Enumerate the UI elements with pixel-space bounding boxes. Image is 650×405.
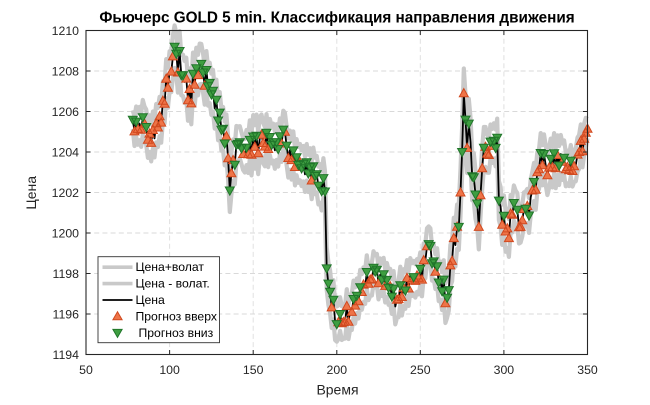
svg-text:150: 150: [243, 363, 264, 377]
svg-text:Цена+волат: Цена+волат: [136, 260, 205, 274]
svg-text:250: 250: [410, 363, 431, 377]
svg-text:Цена: Цена: [23, 176, 39, 210]
svg-text:1202: 1202: [52, 186, 80, 200]
svg-text:Время: Время: [316, 382, 358, 398]
svg-text:50: 50: [79, 363, 93, 377]
svg-text:Цена - волат.: Цена - волат.: [136, 277, 210, 291]
svg-text:100: 100: [159, 363, 180, 377]
svg-text:1200: 1200: [52, 226, 80, 240]
svg-text:Прогноз вниз: Прогноз вниз: [139, 326, 214, 340]
svg-text:1198: 1198: [53, 267, 80, 281]
svg-text:350: 350: [577, 363, 598, 377]
svg-text:1206: 1206: [52, 105, 80, 119]
svg-text:300: 300: [494, 363, 515, 377]
svg-text:1196: 1196: [53, 307, 80, 321]
svg-text:1204: 1204: [52, 145, 80, 159]
svg-text:1210: 1210: [52, 24, 80, 38]
svg-text:Прогноз вверх: Прогноз вверх: [136, 309, 217, 323]
svg-text:Цена: Цена: [136, 293, 166, 307]
svg-text:200: 200: [327, 363, 348, 377]
svg-text:Фьючерс GOLD 5 min. Классифика: Фьючерс GOLD 5 min. Классификация направ…: [99, 10, 574, 27]
svg-text:1194: 1194: [53, 348, 80, 362]
svg-text:1208: 1208: [52, 64, 80, 78]
